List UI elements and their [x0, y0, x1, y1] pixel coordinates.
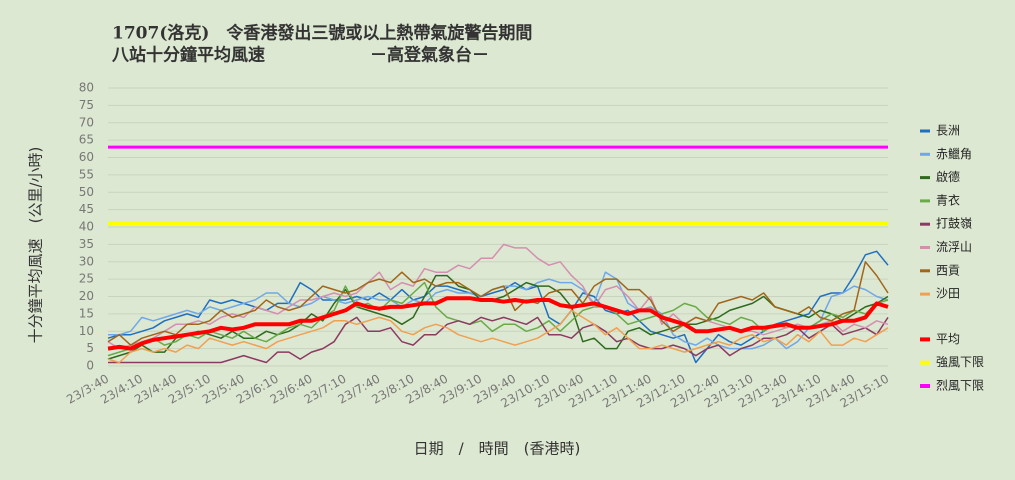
series-line — [107, 296, 889, 351]
legend-label: 赤鱲角 — [936, 147, 972, 161]
y-tick-label: 75 — [79, 98, 94, 112]
y-tick-label: 5 — [86, 341, 94, 355]
y-tick-label: 60 — [79, 150, 94, 164]
legend-label: 平均 — [936, 332, 960, 346]
y-tick-label: 0 — [86, 359, 94, 373]
y-tick-label: 15 — [79, 306, 94, 320]
y-tick-label: 70 — [79, 115, 94, 129]
legend-label: 啟德 — [936, 169, 960, 184]
y-tick-label: 50 — [79, 185, 94, 199]
legend-label: 青衣 — [936, 192, 960, 207]
legend-label: 沙田 — [936, 287, 960, 301]
legend-label: 打鼓嶺 — [936, 217, 972, 231]
series-line — [107, 261, 889, 346]
y-tick-label: 45 — [79, 202, 94, 216]
legend-label: 西貢 — [936, 263, 960, 277]
chart-credit: －高登氣象台－ — [370, 45, 489, 66]
y-tick-label: 25 — [79, 272, 94, 286]
legend-label: 強風下限 — [936, 355, 984, 369]
x-axis-title: 日期 / 時間 (香港時) — [414, 440, 581, 458]
y-tick-label: 65 — [79, 133, 94, 147]
series-line — [107, 309, 889, 364]
y-tick-label: 20 — [79, 289, 94, 303]
y-tick-label: 30 — [79, 254, 94, 268]
y-tick-label: 35 — [79, 237, 94, 251]
legend-label: 烈風下限 — [936, 379, 984, 393]
y-tick-label: 10 — [79, 324, 94, 338]
series-line — [108, 316, 889, 364]
y-axis-title: 十分鐘平均風速 (公里/小時) — [27, 147, 45, 344]
y-tick-label: 55 — [79, 167, 94, 181]
series-line — [107, 250, 889, 364]
chart-subtitle: 八站十分鐘平均風速 — [112, 45, 265, 66]
series-line — [108, 271, 889, 350]
legend-label: 長洲 — [936, 124, 960, 138]
chart-title: 1707(洛克) 令香港發出三號或以上熱帶氣旋警告期間 — [112, 23, 532, 44]
y-tick-label: 40 — [79, 220, 94, 234]
legend-label: 流浮山 — [936, 240, 972, 254]
y-tick-label: 80 — [79, 81, 94, 95]
